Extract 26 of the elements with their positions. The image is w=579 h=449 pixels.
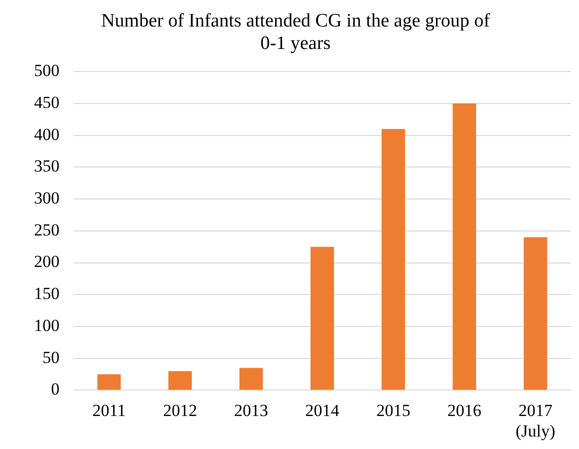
x-tick-label: 2012 (163, 400, 198, 420)
x-tick-label: 2011 (92, 400, 126, 420)
y-tick-label: 450 (34, 92, 60, 112)
bar (310, 246, 334, 390)
y-tick-label: 150 (34, 284, 60, 304)
bar (168, 371, 192, 390)
chart-title: Number of Infants attended CG in the age group of 0-1 years (101, 10, 491, 54)
y-tick-label: 0 (51, 380, 60, 399)
y-tick-label: 50 (42, 348, 60, 367)
x-tick-label: 2015 (376, 400, 410, 420)
y-tick-label: 250 (34, 220, 60, 240)
bar (97, 374, 121, 390)
y-tick-label: 400 (34, 124, 60, 144)
y-tick-label: 500 (34, 61, 60, 80)
bar (382, 128, 406, 390)
y-tick-label: 200 (34, 252, 60, 272)
bar (452, 103, 476, 390)
x-tick-label: 2014 (305, 400, 340, 420)
x-tick-label: 2017 (July) (516, 400, 556, 440)
y-tick-label: 350 (34, 156, 60, 176)
x-tick-label: 2013 (234, 400, 268, 420)
bar (524, 237, 548, 390)
bar (239, 368, 263, 390)
y-tick-label: 300 (34, 188, 60, 208)
x-tick-label: 2016 (447, 400, 482, 420)
y-tick-label: 100 (34, 316, 60, 335)
